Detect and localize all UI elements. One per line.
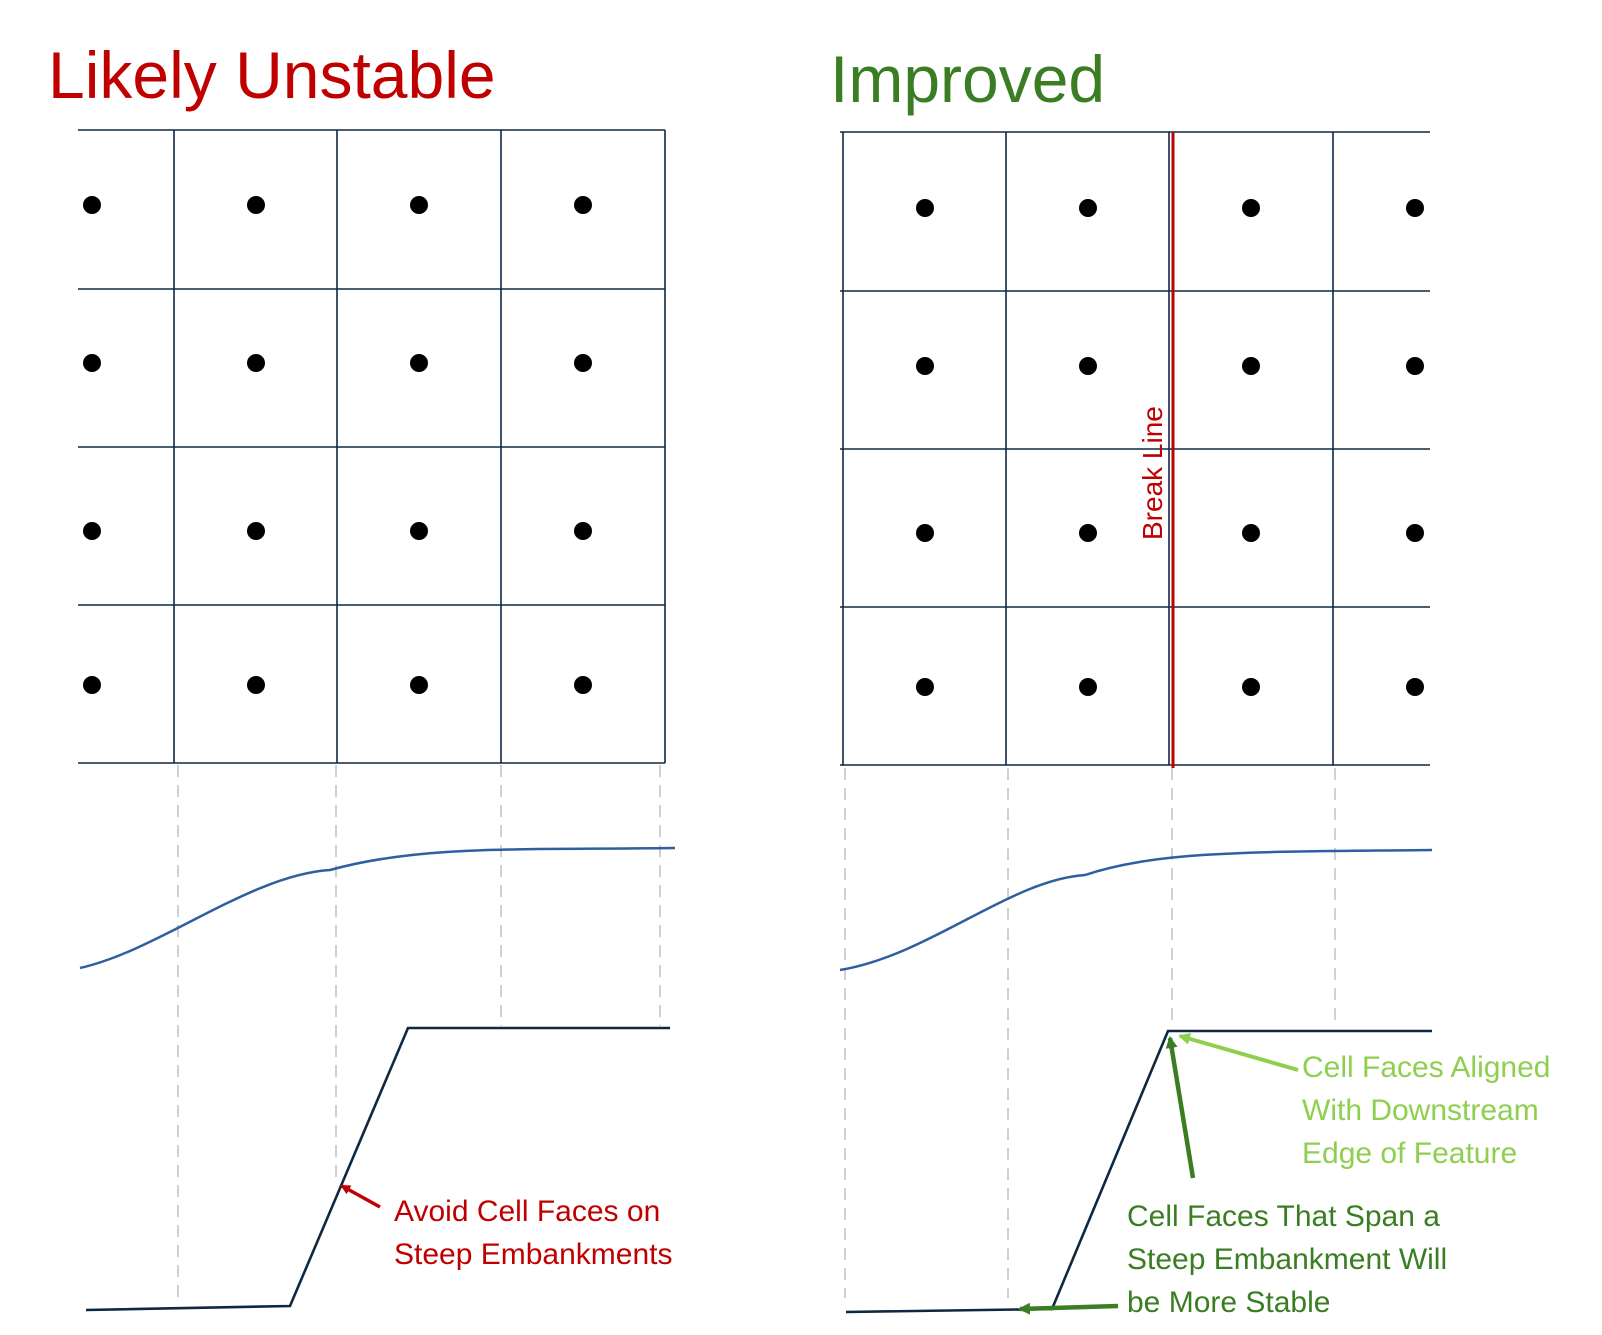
cell-node [1079, 357, 1097, 375]
cell-node [916, 199, 934, 217]
left-panel-title: Likely Unstable [48, 38, 496, 112]
cell-node [410, 676, 428, 694]
cell-node [574, 354, 592, 372]
cell-node [410, 354, 428, 372]
right-terrain-profile [845, 1029, 1432, 1314]
right-face-guides [844, 768, 1336, 1298]
cell-node [1406, 199, 1424, 217]
cell-node [247, 354, 265, 372]
cell-node [83, 354, 101, 372]
aligned-annotation-arrow [1178, 1033, 1299, 1072]
cell-node [247, 196, 265, 214]
cell-node [83, 522, 101, 540]
cell-node [83, 676, 101, 694]
cell-node [1242, 524, 1260, 542]
cell-node [83, 196, 101, 214]
cell-node [916, 524, 934, 542]
left-mesh-grid [78, 129, 666, 764]
span-annotation-arrow-left [1018, 1302, 1119, 1315]
break-line-label: Break Line [1137, 406, 1168, 540]
cell-node [1079, 524, 1097, 542]
right-cell-nodes [916, 199, 1424, 696]
left-annotation-line2: Steep Embankments [394, 1238, 672, 1271]
right-mesh-grid [840, 131, 1430, 766]
aligned-annotation-line1: Cell Faces Aligned [1302, 1051, 1550, 1084]
span-annotation-line1: Cell Faces That Span a [1127, 1200, 1440, 1233]
left-water-surface-curve [79, 846, 676, 970]
cell-node [1406, 524, 1424, 542]
cell-node [574, 522, 592, 540]
cell-node [1079, 678, 1097, 696]
cell-node [574, 196, 592, 214]
cell-node [247, 676, 265, 694]
span-annotation-arrow-up [1165, 1036, 1196, 1179]
cell-node [1242, 678, 1260, 696]
cell-node [1079, 199, 1097, 217]
cell-node [1406, 678, 1424, 696]
cell-node [1406, 357, 1424, 375]
cell-node [1242, 357, 1260, 375]
right-water-surface-curve [839, 848, 1433, 972]
span-annotation-line2: Steep Embankment Will [1127, 1243, 1447, 1276]
left-face-guides [177, 765, 661, 1298]
left-panel: Likely Unstable [48, 38, 676, 1312]
cell-node [916, 357, 934, 375]
cell-node [916, 678, 934, 696]
left-terrain-profile [85, 1026, 670, 1312]
aligned-annotation-line3: Edge of Feature [1302, 1137, 1517, 1170]
cell-node [410, 196, 428, 214]
right-panel: Improved Break Line [830, 42, 1550, 1319]
cell-node [1242, 199, 1260, 217]
cell-node [410, 522, 428, 540]
cell-node [247, 522, 265, 540]
left-annotation-arrow [340, 1184, 381, 1209]
cell-node [574, 676, 592, 694]
aligned-annotation-line2: With Downstream [1302, 1094, 1539, 1127]
left-annotation-line1: Avoid Cell Faces on [394, 1195, 660, 1228]
left-cell-nodes [83, 196, 592, 694]
span-annotation-line3: be More Stable [1127, 1286, 1330, 1319]
right-panel-title: Improved [830, 42, 1105, 116]
